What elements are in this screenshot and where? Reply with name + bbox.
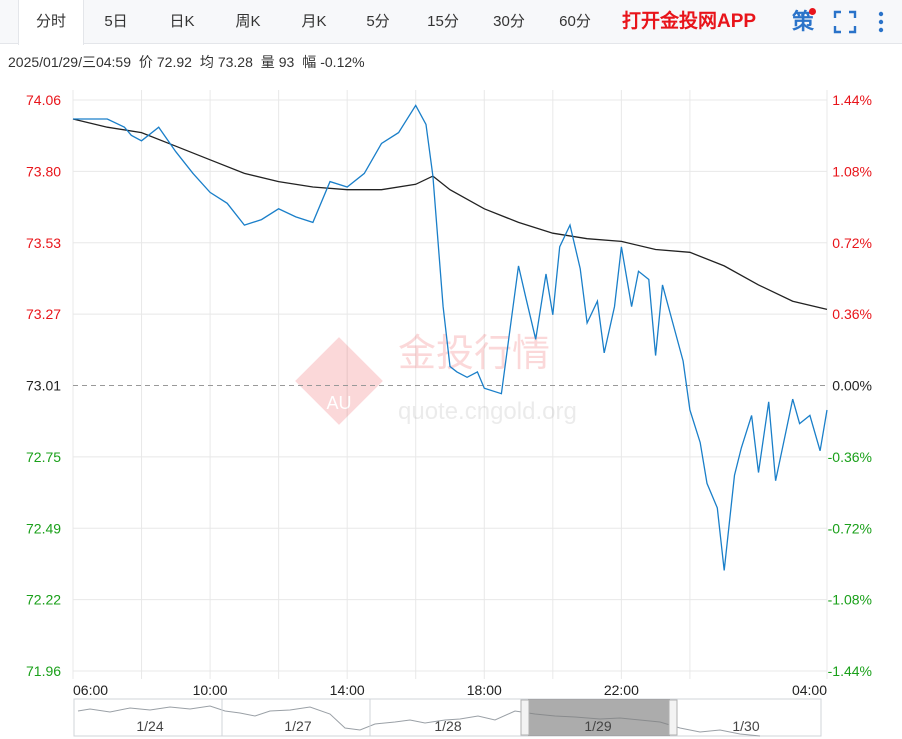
tab-5min[interactable]: 5分	[366, 13, 390, 30]
tab-30min[interactable]: 30分	[493, 13, 525, 30]
percent-tick-label: -0.72%	[828, 520, 872, 536]
left-price-axis: 74.06 73.80 73.53 73.27 73.01 72.75 72.49 72.22…	[26, 92, 61, 679]
chart-grid	[72, 90, 828, 679]
info-datetime: 2025/01/29/三04:59	[8, 54, 131, 70]
open-app-link[interactable]: 打开金投网APP	[622, 11, 757, 32]
time-tick-label: 06:00	[73, 682, 108, 698]
info-price: 72.92	[156, 54, 192, 70]
watermark-brand: 金投行情	[398, 331, 550, 375]
percent-tick-label: 0.72%	[832, 235, 872, 251]
tab-5day[interactable]: 5日	[104, 13, 128, 30]
watermark-url: quote.cngold.org	[398, 398, 577, 425]
price-line	[73, 104, 828, 571]
navigator-label: 1/28	[434, 718, 461, 734]
info-change-label: 幅	[302, 54, 317, 70]
more-icon[interactable]	[866, 7, 896, 37]
watermark: AU 金投行情 quote.cngold.org	[295, 331, 577, 425]
watermark-logo: AU	[295, 337, 383, 425]
navigator-selection[interactable]	[528, 699, 670, 736]
navigator-label: 1/24	[136, 718, 163, 734]
period-tab-bar: 分时 5日 日K 周K 月K 5分 15分 30分 60分 打开金投网APP 策	[0, 0, 902, 45]
tab-intraday[interactable]: 分时	[18, 0, 84, 45]
percent-tick-label: 0.36%	[832, 306, 872, 322]
right-percent-axis: 1.44% 1.08% 0.72% 0.36% 0.00% -0.36% -0.72% -1.…	[828, 92, 872, 679]
navigator-right-handle[interactable]	[668, 699, 678, 736]
tab-15min[interactable]: 15分	[427, 13, 459, 30]
average-price-line	[72, 118, 828, 311]
info-avg: 73.28	[217, 54, 253, 70]
strategy-icon-glyph: 策	[791, 9, 814, 34]
tab-60min[interactable]: 60分	[559, 13, 591, 30]
time-tick-label: 22:00	[604, 682, 639, 698]
info-volume: 93	[278, 54, 295, 70]
info-volume-label: 量	[260, 54, 275, 70]
range-navigator[interactable]: 1/24 1/27 1/28 1/29 1/30	[73, 698, 822, 737]
tab-monthly-k[interactable]: 月K	[301, 13, 327, 30]
info-price-label: 价	[138, 54, 153, 70]
percent-tick-label: -1.44%	[828, 663, 872, 679]
price-tick-label: 72.49	[26, 520, 61, 536]
percent-tick-label: -1.08%	[828, 592, 872, 608]
percent-tick-label: 0.00%	[832, 378, 872, 394]
time-tick-label: 18:00	[467, 682, 502, 698]
tab-daily-k[interactable]: 日K	[169, 13, 195, 30]
price-tick-label: 74.06	[26, 92, 61, 108]
info-change: -0.12%	[320, 54, 365, 70]
navigator-label: 1/27	[284, 718, 311, 734]
navigator-track	[73, 698, 822, 737]
price-tick-label: 72.22	[26, 592, 61, 608]
price-tick-label: 72.75	[26, 449, 61, 465]
notification-dot	[809, 8, 816, 15]
percent-tick-label: 1.44%	[832, 92, 872, 108]
time-tick-label: 04:00	[792, 682, 827, 698]
price-tick-label: 73.01	[26, 378, 61, 394]
strategy-icon[interactable]: 策	[788, 7, 818, 37]
svg-text:AU: AU	[326, 393, 351, 413]
price-tick-label: 73.80	[26, 163, 61, 179]
quote-info-bar: 2025/01/29/三04:59 价 72.92 均 73.28 量 93 幅 -0.…	[8, 52, 369, 72]
price-tick-label: 71.96	[26, 663, 61, 679]
tab-weekly-k[interactable]: 周K	[235, 13, 261, 30]
fullscreen-icon[interactable]	[830, 7, 860, 37]
percent-tick-label: -0.36%	[828, 449, 872, 465]
time-tick-label: 10:00	[193, 682, 228, 698]
price-tick-label: 73.27	[26, 306, 61, 322]
navigator-label: 1/29	[584, 718, 611, 734]
price-tick-label: 73.53	[26, 235, 61, 251]
percent-tick-label: 1.08%	[832, 163, 872, 179]
intraday-chart[interactable]: AU 金投行情 quote.cngold.org 74.06 73.80 73.53…	[0, 80, 902, 739]
time-tick-label: 14:00	[330, 682, 365, 698]
time-axis: 06:00 10:00 14:00 18:00 22:00 04:00	[73, 682, 827, 698]
navigator-left-handle[interactable]	[520, 699, 530, 736]
navigator-label: 1/30	[732, 718, 759, 734]
info-avg-label: 均	[199, 54, 214, 70]
